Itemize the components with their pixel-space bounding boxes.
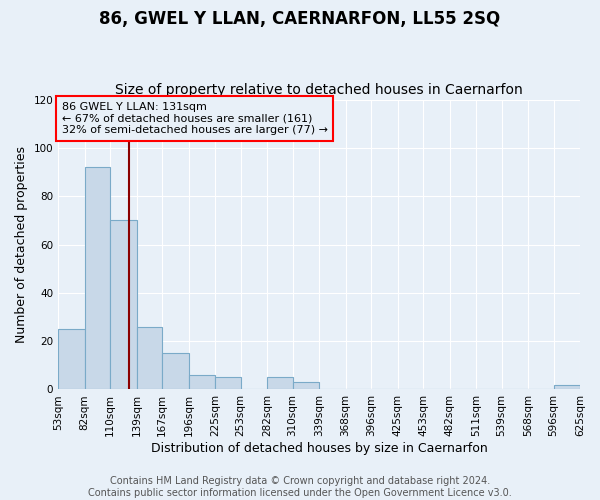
Bar (58, 329, 85, 390)
Bar (293, 382, 319, 390)
Text: Contains HM Land Registry data © Crown copyright and database right 2024.
Contai: Contains HM Land Registry data © Crown c… (88, 476, 512, 498)
Bar (110, 220, 137, 390)
Bar (188, 375, 215, 390)
Bar (85, 167, 110, 390)
Bar (554, 384, 580, 390)
Title: Size of property relative to detached houses in Caernarfon: Size of property relative to detached ho… (115, 83, 523, 97)
Text: 86 GWEL Y LLAN: 131sqm
← 67% of detached houses are smaller (161)
32% of semi-de: 86 GWEL Y LLAN: 131sqm ← 67% of detached… (62, 102, 328, 135)
X-axis label: Distribution of detached houses by size in Caernarfon: Distribution of detached houses by size … (151, 442, 487, 455)
Text: 86, GWEL Y LLAN, CAERNARFON, LL55 2SQ: 86, GWEL Y LLAN, CAERNARFON, LL55 2SQ (100, 10, 500, 28)
Bar (137, 326, 162, 390)
Y-axis label: Number of detached properties: Number of detached properties (15, 146, 28, 343)
Bar (215, 378, 241, 390)
Bar (162, 353, 188, 390)
Bar (267, 378, 293, 390)
